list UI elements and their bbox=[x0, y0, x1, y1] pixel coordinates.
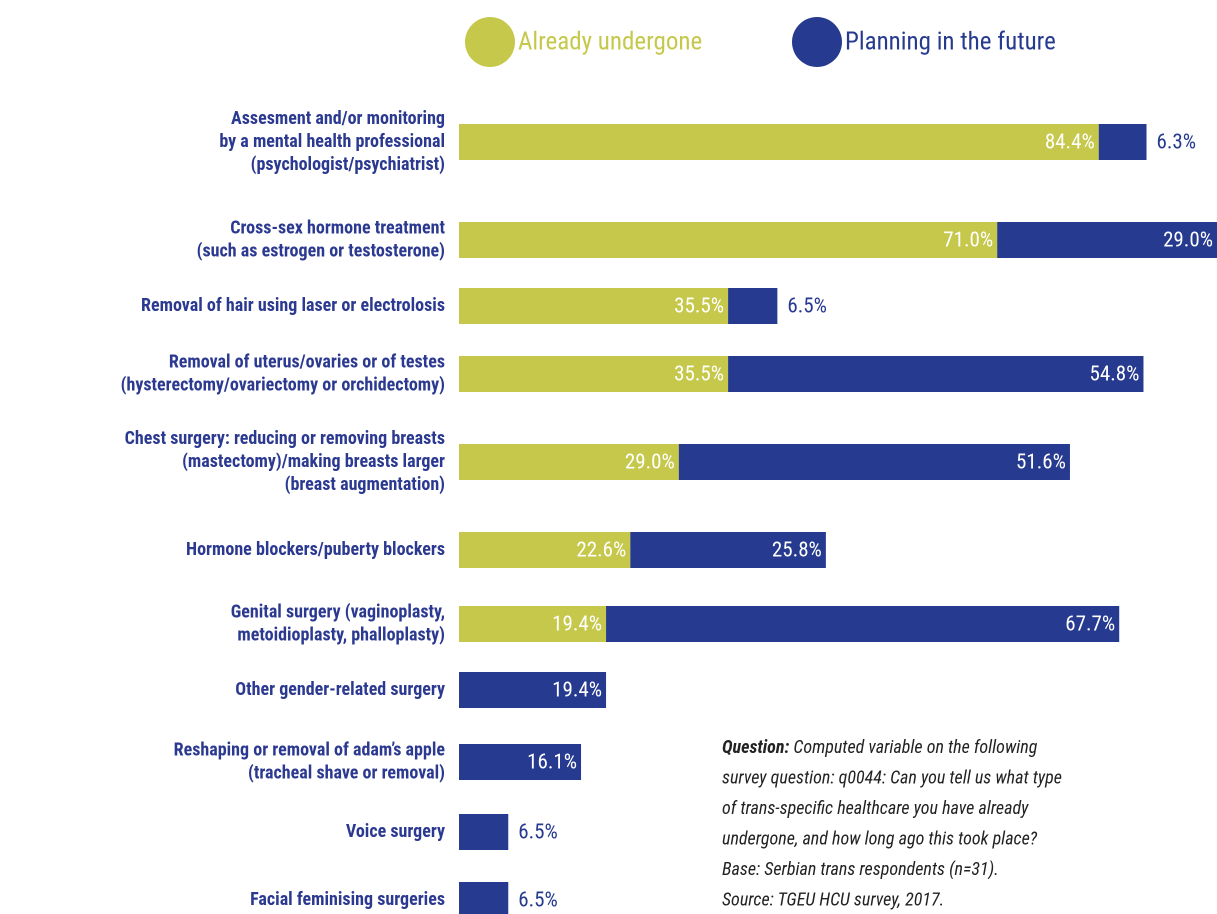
value-label: 19.4% bbox=[552, 679, 602, 703]
bar-segment bbox=[459, 532, 631, 568]
note-line: Source: TGEU HCU survey, 2017. bbox=[722, 889, 944, 910]
note-line: Base: Serbian trans respondents (n=31). bbox=[722, 859, 999, 880]
category-label: Hormone blockers/puberty blockers bbox=[186, 539, 445, 560]
note-text: Computed variable on the following bbox=[793, 737, 1037, 758]
category-label: Voice surgery bbox=[346, 821, 445, 842]
category-label: Assesment and/or monitoring bbox=[231, 108, 445, 129]
category-label: by a mental health professional bbox=[219, 131, 445, 152]
category-label: (breast augmentation) bbox=[285, 474, 445, 495]
value-label: 54.8% bbox=[1090, 363, 1140, 387]
bar-segment bbox=[459, 124, 1099, 160]
category-label: Facial feminising surgeries bbox=[250, 889, 445, 910]
value-label: 16.1% bbox=[527, 751, 577, 775]
category-label: metoidioplasty, phalloplasty) bbox=[237, 624, 445, 645]
category-label: (mastectomy)/making breasts larger bbox=[182, 451, 445, 472]
value-label: 84.4% bbox=[1045, 131, 1095, 155]
bar-segment bbox=[728, 288, 778, 324]
bar-segment bbox=[678, 444, 1070, 480]
note-text: survey question: q0044: Can you tell us … bbox=[722, 767, 1062, 788]
value-label: 6.5% bbox=[518, 821, 558, 845]
bar-segment bbox=[459, 222, 998, 258]
bar-segment bbox=[459, 356, 729, 392]
note-text: Base: Serbian trans respondents (n=31). bbox=[722, 859, 999, 880]
category-label: (tracheal shave or removal) bbox=[248, 762, 445, 783]
value-label: 22.6% bbox=[576, 539, 626, 563]
bar-segment bbox=[459, 672, 607, 708]
bar-segment bbox=[459, 882, 509, 914]
bar-segment bbox=[459, 814, 509, 850]
category-label: Cross-sex hormone treatment bbox=[230, 217, 445, 238]
category-label: (hysterectomy/ovariectomy or orchidectom… bbox=[121, 374, 445, 395]
value-label: 67.7% bbox=[1065, 613, 1115, 637]
bar-segment bbox=[459, 444, 679, 480]
bar-segment bbox=[459, 288, 729, 324]
category-label: Reshaping or removal of adam’s apple bbox=[174, 739, 446, 760]
bar-segment bbox=[606, 606, 1120, 642]
value-label: 35.5% bbox=[674, 363, 724, 387]
category-label: (such as estrogen or testosterone) bbox=[197, 240, 445, 261]
bar-segment bbox=[1098, 124, 1147, 160]
value-label: 29.0% bbox=[1163, 229, 1213, 253]
value-label: 71.0% bbox=[943, 229, 993, 253]
note-text: undergone, and how long ago this took pl… bbox=[722, 828, 1038, 849]
value-label: 29.0% bbox=[625, 451, 675, 475]
legend-label: Already undergone bbox=[518, 28, 702, 57]
legend-swatch bbox=[792, 17, 842, 67]
value-label: 6.5% bbox=[518, 889, 558, 913]
bar-segment bbox=[459, 744, 582, 780]
note-text: Source: TGEU HCU survey, 2017. bbox=[722, 889, 944, 910]
legend-swatch bbox=[465, 17, 515, 67]
note-label: Question: bbox=[722, 737, 789, 758]
value-label: 25.8% bbox=[772, 539, 822, 563]
category-label: Removal of uterus/ovaries or of testes bbox=[169, 351, 445, 372]
category-label: Removal of hair using laser or electrolo… bbox=[141, 295, 445, 316]
category-label: Genital surgery (vaginoplasty, bbox=[231, 601, 445, 622]
bar-segment bbox=[630, 532, 826, 568]
value-label: 6.3% bbox=[1157, 131, 1197, 155]
category-label: Chest surgery: reducing or removing brea… bbox=[125, 428, 445, 449]
note-line: Question: Computed variable on the follo… bbox=[722, 737, 1038, 758]
bar-segment bbox=[728, 356, 1144, 392]
category-label: Other gender-related surgery bbox=[235, 679, 445, 700]
note-line: survey question: q0044: Can you tell us … bbox=[722, 767, 1062, 788]
value-label: 19.4% bbox=[552, 613, 602, 637]
note-line: undergone, and how long ago this took pl… bbox=[722, 828, 1038, 849]
value-label: 6.5% bbox=[787, 295, 827, 319]
note-text: of trans-specific healthcare you have al… bbox=[722, 798, 1029, 819]
value-label: 35.5% bbox=[674, 295, 724, 319]
note-line: of trans-specific healthcare you have al… bbox=[722, 798, 1029, 819]
bar-segment bbox=[459, 606, 607, 642]
category-label: (psychologist/psychiatrist) bbox=[251, 154, 445, 175]
legend-label: Planning in the future bbox=[845, 28, 1056, 57]
bar-segment bbox=[997, 222, 1217, 258]
value-label: 51.6% bbox=[1016, 451, 1066, 475]
